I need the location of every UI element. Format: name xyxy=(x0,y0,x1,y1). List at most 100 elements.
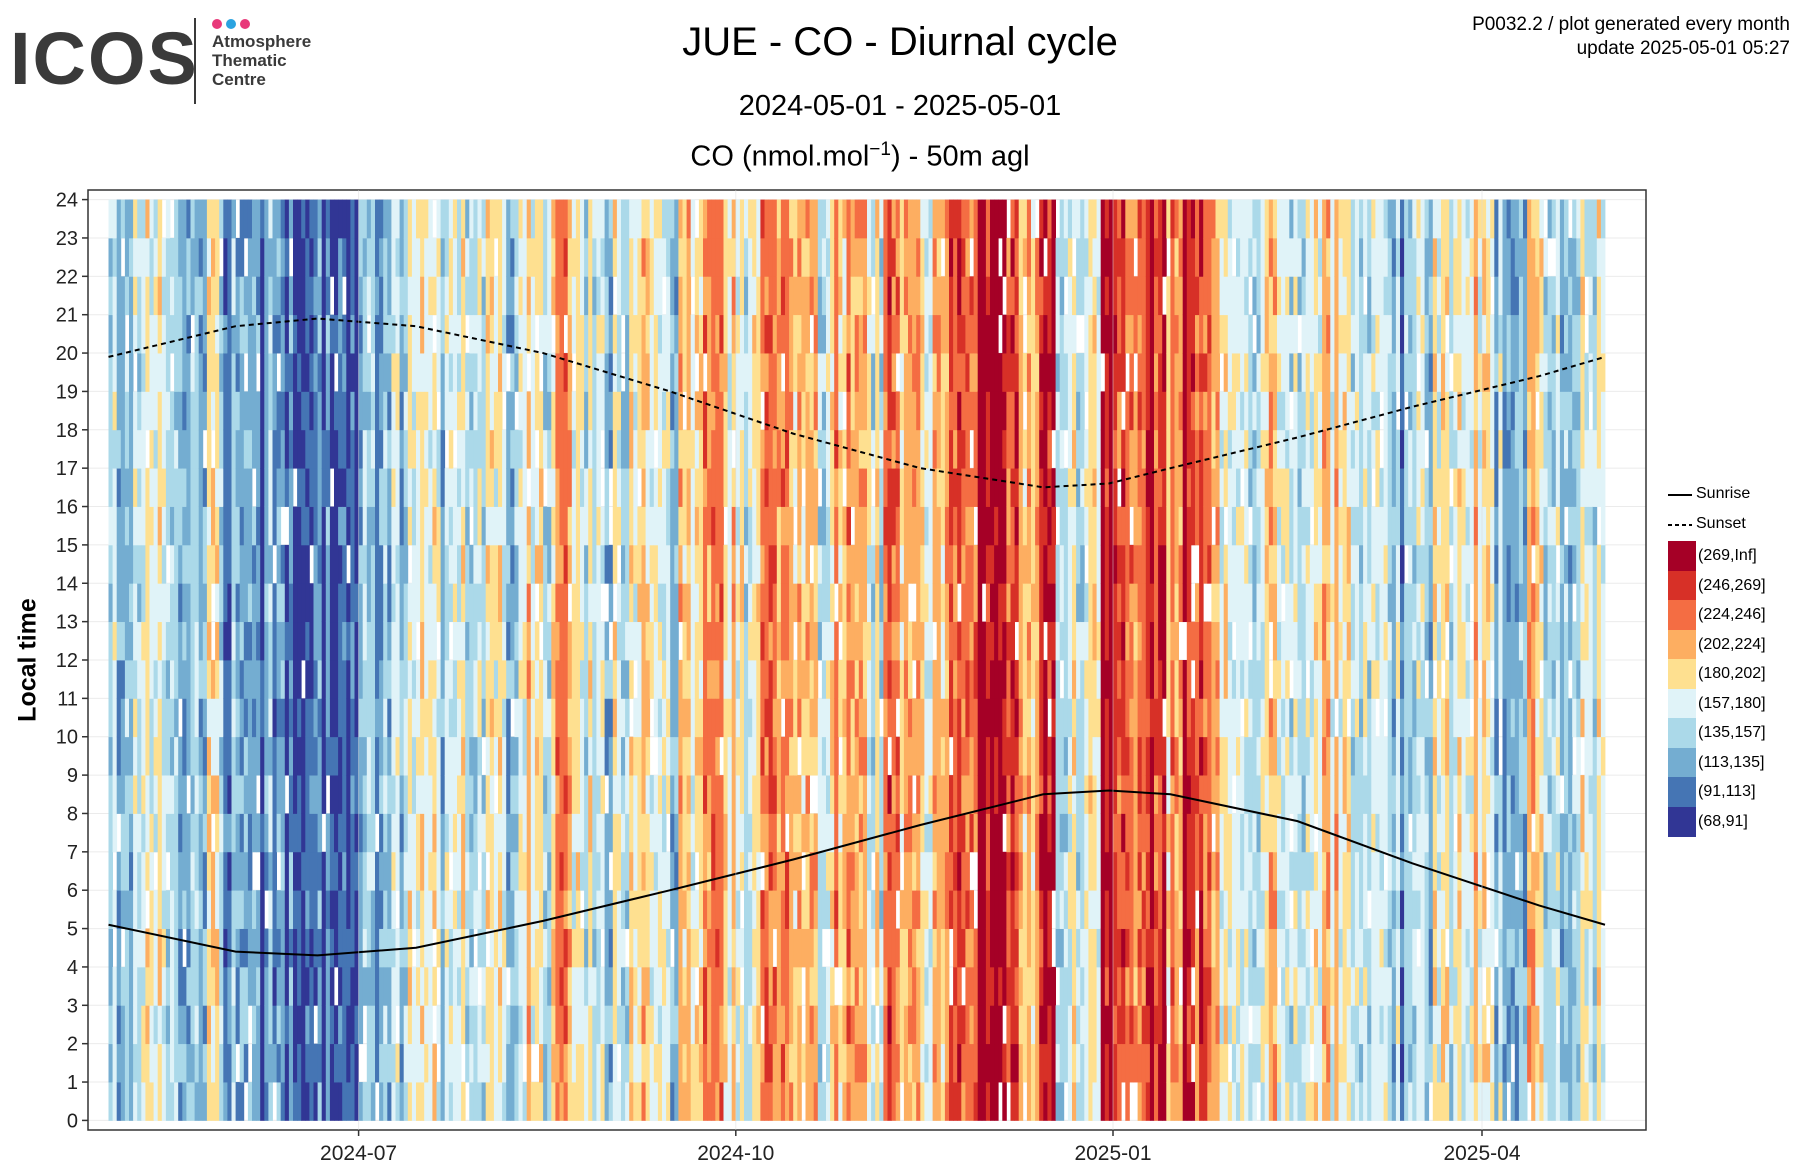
heatmap-cell xyxy=(432,890,437,929)
heatmap-cell xyxy=(461,506,466,546)
heatmap-cell xyxy=(293,544,298,584)
heatmap-cell xyxy=(174,1043,179,1083)
heatmap-cell xyxy=(370,966,376,1006)
heatmap-cell xyxy=(116,928,122,968)
heatmap-cell xyxy=(551,928,556,968)
heatmap-cell xyxy=(682,199,687,239)
heatmap-cell xyxy=(690,775,696,814)
heatmap-cell xyxy=(129,1082,134,1121)
heatmap-cell xyxy=(268,583,273,623)
heatmap-cell xyxy=(575,314,581,354)
heatmap-cell xyxy=(514,851,519,891)
heatmap-cell xyxy=(219,506,224,546)
heatmap-cell xyxy=(391,1082,396,1121)
heatmap-cell xyxy=(362,276,368,316)
heatmap-cell xyxy=(965,1005,970,1045)
heatmap-cell xyxy=(694,468,700,507)
heatmap-cell xyxy=(858,544,864,584)
heatmap-cell xyxy=(243,621,249,661)
heatmap-cell xyxy=(551,237,556,277)
heatmap-cell xyxy=(629,775,634,814)
heatmap-cell xyxy=(875,698,880,738)
heatmap-cell xyxy=(293,353,298,392)
heatmap-cell xyxy=(899,775,905,814)
heatmap-cell xyxy=(596,468,601,507)
heatmap-cell xyxy=(342,199,347,239)
heatmap-cell xyxy=(899,199,905,239)
heatmap-cell xyxy=(649,237,655,277)
heatmap-cell xyxy=(346,468,351,507)
heatmap-cell xyxy=(403,506,409,546)
heatmap-cell xyxy=(354,468,359,507)
heatmap-cell xyxy=(752,353,757,392)
heatmap-cell xyxy=(539,1082,544,1121)
heatmap-cell xyxy=(727,429,733,469)
heatmap-cell xyxy=(518,237,523,277)
heatmap-cell xyxy=(854,314,860,354)
heatmap-cell xyxy=(731,966,737,1006)
heatmap-cell xyxy=(682,813,687,853)
heatmap-cell xyxy=(965,775,970,814)
heatmap-cell xyxy=(235,276,241,316)
heatmap-cell xyxy=(744,698,749,738)
heatmap-cell xyxy=(198,851,204,891)
heatmap-cell xyxy=(157,353,163,392)
heatmap-cell xyxy=(334,851,339,891)
heatmap-cell xyxy=(571,928,577,968)
heatmap-cell xyxy=(141,928,146,968)
heatmap-cell xyxy=(768,199,774,239)
heatmap-cell xyxy=(530,813,536,853)
heatmap-cell xyxy=(797,890,802,929)
heatmap-cell xyxy=(133,621,138,661)
heatmap-cell xyxy=(985,890,991,929)
heatmap-cell xyxy=(797,851,802,891)
heatmap-cell xyxy=(764,966,769,1006)
heatmap-cell xyxy=(940,775,946,814)
heatmap-cell xyxy=(391,1005,396,1045)
heatmap-cell xyxy=(830,583,835,623)
heatmap-cell xyxy=(559,736,564,776)
heatmap-cell xyxy=(694,429,700,469)
heatmap-cell xyxy=(990,1082,995,1121)
heatmap-cell xyxy=(723,314,728,354)
heatmap-cell xyxy=(588,966,593,1006)
heatmap-cell xyxy=(715,391,720,431)
heatmap-cell xyxy=(375,468,380,507)
heatmap-cell xyxy=(580,698,585,738)
heatmap-cell xyxy=(596,506,601,546)
heatmap-cell xyxy=(477,583,482,623)
heatmap-cell xyxy=(149,353,154,392)
heatmap-cell xyxy=(965,544,970,584)
heatmap-cell xyxy=(744,199,749,239)
heatmap-cell xyxy=(256,391,261,431)
heatmap-cell xyxy=(575,621,581,661)
heatmap-cell xyxy=(575,1005,581,1045)
heatmap-cell xyxy=(202,775,208,814)
heatmap-cell xyxy=(395,314,400,354)
heatmap-cell xyxy=(752,468,757,507)
heatmap-cell xyxy=(383,813,388,853)
heatmap-cell xyxy=(420,583,425,623)
heatmap-cell xyxy=(375,698,380,738)
heatmap-cell xyxy=(305,698,310,738)
heatmap-cell xyxy=(949,468,954,507)
heatmap-cell xyxy=(633,928,638,968)
heatmap-cell xyxy=(387,391,392,431)
heatmap-cell xyxy=(321,1005,327,1045)
heatmap-cell xyxy=(448,199,454,239)
heatmap-cell xyxy=(284,966,290,1006)
heatmap-cell xyxy=(543,621,548,661)
heatmap-cell xyxy=(403,890,409,929)
heatmap-cell xyxy=(698,698,704,738)
heatmap-cell xyxy=(768,276,774,316)
heatmap-cell xyxy=(990,1005,995,1045)
heatmap-cell xyxy=(821,621,827,661)
heatmap-cell xyxy=(949,698,954,738)
heatmap-cell xyxy=(920,1005,925,1045)
heatmap-cell xyxy=(305,506,310,546)
heatmap-cell xyxy=(719,353,724,392)
heatmap-cell xyxy=(756,237,761,277)
heatmap-cell xyxy=(817,199,823,239)
heatmap-cell xyxy=(588,199,593,239)
heatmap-cell xyxy=(936,698,942,738)
